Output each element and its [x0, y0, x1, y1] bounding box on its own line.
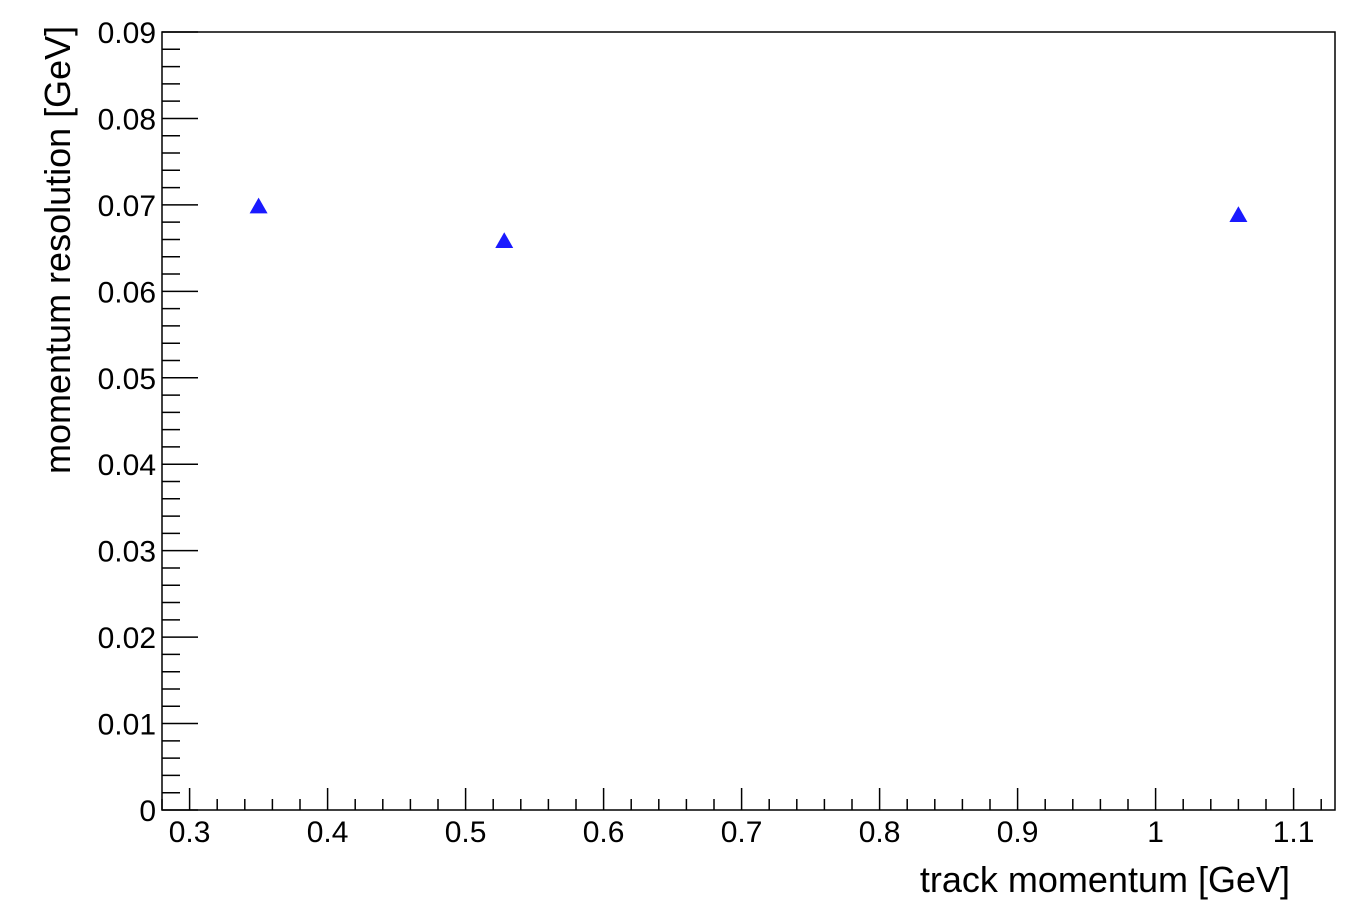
y-tick-label: 0.09	[98, 17, 156, 50]
y-tick-label: 0.04	[98, 449, 156, 482]
axis-ticks	[161, 31, 1322, 811]
y-tick-label: 0.07	[98, 190, 156, 223]
data-point	[495, 232, 514, 248]
y-tick-label: 0.08	[98, 103, 156, 136]
x-tick-label: 1.1	[1273, 816, 1315, 849]
x-axis-title: track momentum [GeV]	[920, 859, 1290, 900]
plot-frame	[161, 31, 1336, 811]
x-tick-label: 0.6	[583, 816, 625, 849]
y-tick-labels: 0 0.01 0.02 0.03 0.04 0.05 0.06 0.07 0.08 0.09	[98, 17, 156, 828]
y-tick-label: 0.05	[98, 363, 156, 396]
data-point	[1229, 206, 1248, 223]
x-tick-label: 0.3	[169, 816, 211, 849]
y-tick-label: 0	[139, 795, 156, 828]
y-tick-label: 0.06	[98, 276, 156, 309]
data-point	[249, 197, 268, 214]
x-tick-label: 0.7	[721, 816, 763, 849]
data-points	[249, 197, 1248, 248]
y-tick-label: 0.02	[98, 622, 156, 655]
x-tick-label: 0.9	[997, 816, 1039, 849]
y-tick-label: 0.03	[98, 536, 156, 569]
x-tick-labels: 0.3 0.4 0.5 0.6 0.7 0.8 0.9 1 1.1	[169, 816, 1315, 849]
x-tick-label: 1	[1147, 816, 1164, 849]
y-axis-title: momentum resolution [GeV]	[37, 26, 78, 474]
x-tick-label: 0.4	[307, 816, 349, 849]
y-tick-label: 0.01	[98, 709, 156, 742]
x-tick-label: 0.5	[445, 816, 487, 849]
x-tick-label: 0.8	[859, 816, 901, 849]
